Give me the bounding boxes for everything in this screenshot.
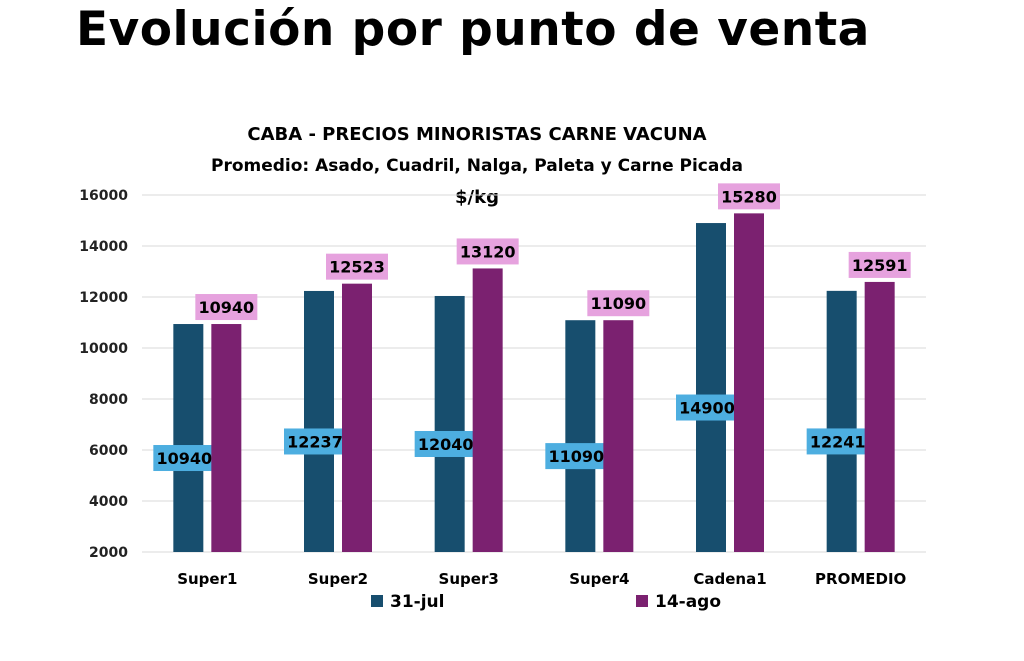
data-label-14-ago: 13120 — [456, 238, 519, 265]
data-label-box — [587, 290, 650, 317]
data-label-value: 10940 — [198, 298, 254, 317]
y-tick-label: 6000 — [89, 443, 128, 459]
data-label-box — [153, 445, 216, 472]
x-tick-label: Cadena1 — [693, 570, 766, 588]
bar-31-jul — [304, 290, 334, 552]
bar-14-ago — [342, 283, 372, 552]
data-label-14-ago: 11090 — [587, 290, 650, 317]
data-label-value: 11090 — [548, 447, 604, 466]
data-label-value: 11090 — [590, 294, 646, 313]
data-label-31-jul: 12241 — [806, 428, 869, 455]
bars: 10940 10940 12237 12523 12040 13120 11090 11090… — [153, 183, 911, 553]
x-axis: Super1 Super2 Super3 Super4 Cadena1 PROMEDIO — [177, 570, 906, 588]
bar-14-ago — [211, 324, 242, 552]
legend-item: 31-jul — [371, 592, 444, 612]
legend-item: 14-ago — [636, 592, 721, 612]
y-tick-label: 12000 — [79, 290, 128, 306]
y-tick-label: 16000 — [79, 188, 128, 204]
y-tick-label: 4000 — [89, 494, 128, 510]
bar-14-ago — [864, 281, 895, 552]
data-label-box — [456, 238, 519, 265]
bar-31-jul — [826, 290, 857, 552]
gridlines — [142, 194, 926, 553]
data-label-box — [326, 253, 388, 280]
data-label-14-ago: 10940 — [195, 294, 258, 321]
data-label-box — [848, 251, 911, 278]
data-label-value: 12591 — [852, 256, 908, 275]
data-label-31-jul: 12040 — [414, 430, 477, 457]
data-label-value: 15280 — [721, 187, 777, 206]
data-label-box — [545, 443, 608, 470]
y-axis: 2000 4000 6000 8000 10000 12000 14000 16000 — [79, 188, 128, 561]
chart-unit-label: $/kg — [455, 187, 499, 208]
chart-title: CABA - PRECIOS MINORISTAS CARNE VACUNA — [247, 124, 706, 145]
data-label-14-ago: 12523 — [326, 253, 388, 280]
bar-14-ago — [472, 268, 503, 552]
x-tick-label: Super2 — [308, 570, 368, 588]
data-label-box — [676, 394, 738, 421]
y-tick-label: 14000 — [79, 239, 128, 255]
data-label-31-jul: 12237 — [284, 428, 346, 455]
data-label-value: 12040 — [418, 435, 474, 454]
data-label-31-jul: 14900 — [676, 394, 738, 421]
slide-title: Evolución por punto de venta — [76, 2, 870, 57]
data-label-box — [195, 294, 258, 321]
data-label-box — [284, 428, 346, 455]
y-tick-label: 8000 — [89, 392, 128, 408]
bar-31-jul — [173, 324, 204, 552]
chart-subtitle: Promedio: Asado, Cuadril, Nalga, Paleta … — [211, 156, 743, 176]
data-label-value: 12241 — [810, 432, 866, 451]
x-tick-label: Super1 — [177, 570, 237, 588]
data-label-value: 10940 — [156, 449, 212, 468]
data-label-31-jul: 10940 — [153, 445, 216, 472]
data-label-value: 12237 — [287, 432, 343, 451]
data-label-value: 13120 — [460, 242, 516, 261]
data-label-14-ago: 15280 — [718, 183, 780, 210]
data-label-value: 14900 — [679, 399, 735, 418]
legend-swatch — [636, 595, 648, 607]
bar-31-jul — [696, 223, 726, 553]
legend-label: 14-ago — [655, 592, 721, 612]
legend-swatch — [371, 595, 383, 607]
legend-label: 31-jul — [390, 592, 444, 612]
bar-14-ago — [734, 213, 764, 553]
data-label-box — [718, 183, 780, 210]
bar-31-jul — [565, 320, 596, 552]
x-tick-label: Super4 — [569, 570, 629, 588]
data-label-value: 12523 — [329, 258, 385, 277]
bar-14-ago — [603, 320, 634, 552]
data-label-14-ago: 12591 — [848, 251, 911, 278]
bar-31-jul — [434, 295, 465, 552]
data-label-box — [806, 428, 869, 455]
x-tick-label: PROMEDIO — [815, 570, 906, 588]
data-label-31-jul: 11090 — [545, 443, 608, 470]
y-tick-label: 10000 — [79, 341, 128, 357]
legend: 31-jul 14-ago — [371, 592, 721, 612]
y-tick-label: 2000 — [89, 545, 128, 561]
data-label-box — [414, 430, 477, 457]
x-tick-label: Super3 — [439, 570, 499, 588]
